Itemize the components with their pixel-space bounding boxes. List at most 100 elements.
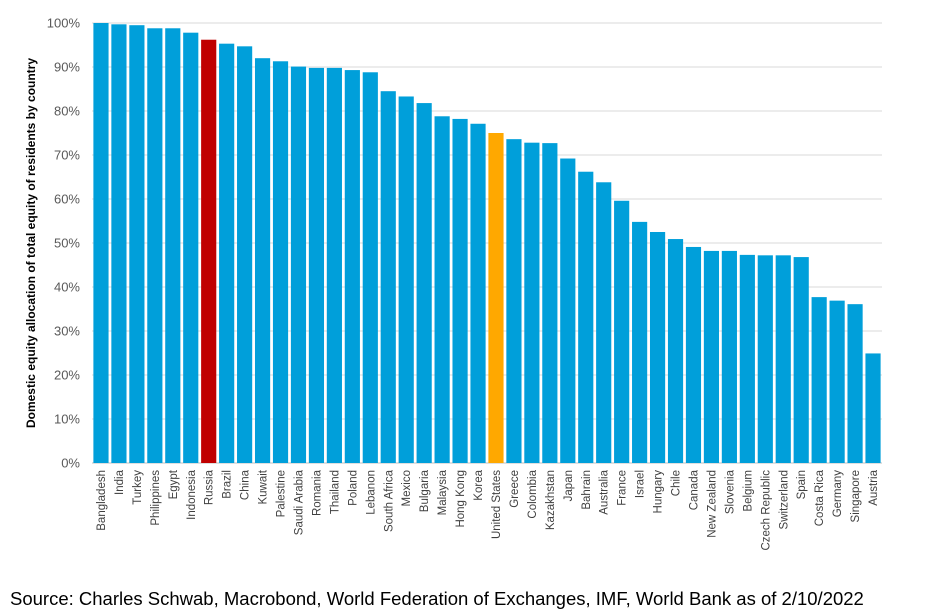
- x-tick-label: United States: [491, 470, 503, 539]
- bar-indonesia: [183, 32, 199, 464]
- y-tick-label: 90%: [54, 60, 80, 75]
- x-tick-label: Australia: [599, 469, 611, 514]
- x-tick-label: Thailand: [329, 470, 341, 514]
- y-tick-label: 0%: [61, 456, 80, 471]
- x-tick-label: Israel: [635, 470, 647, 498]
- x-tick-label: Slovenia: [724, 469, 736, 514]
- bar-poland: [344, 70, 360, 463]
- y-tick-label: 40%: [54, 280, 80, 295]
- bar-hungary: [649, 232, 666, 463]
- bar-singapore: [847, 304, 863, 463]
- bar-canada: [685, 246, 702, 463]
- bar-philippines: [147, 28, 163, 464]
- x-tick-label: Egypt: [168, 469, 180, 499]
- bars: [93, 23, 881, 464]
- bar-russia: [201, 39, 217, 463]
- bar-united-states: [488, 133, 504, 463]
- x-tick-label: Kazakhstan: [545, 470, 557, 530]
- x-tick-label: Malaysia: [437, 469, 449, 515]
- x-tick-label: Korea: [473, 469, 485, 500]
- x-tick-label: New Zealand: [706, 470, 718, 538]
- bar-mexico: [398, 96, 414, 463]
- y-tick-label: 30%: [54, 324, 80, 339]
- y-axis-ticks: 0% 10% 20% 30% 40% 50% 60% 70% 80% 90% 100%: [47, 16, 81, 471]
- bar-colombia: [524, 142, 540, 463]
- bar-australia: [596, 182, 612, 463]
- y-tick-label: 10%: [54, 412, 80, 427]
- bar-kuwait: [254, 58, 271, 463]
- x-tick-label: Mexico: [401, 470, 413, 506]
- bar-lebanon: [362, 72, 378, 463]
- x-tick-label: Bulgaria: [419, 469, 431, 512]
- y-tick-label: 50%: [54, 236, 80, 251]
- x-tick-label: Canada: [688, 469, 700, 510]
- bar-france: [614, 200, 630, 463]
- bar-japan: [560, 158, 576, 463]
- bar-austria: [865, 353, 881, 463]
- bar-czech-republic: [757, 255, 773, 463]
- bar-greece: [506, 139, 522, 463]
- x-tick-label: Brazil: [222, 470, 234, 499]
- x-tick-label: Costa Rica: [814, 469, 826, 526]
- x-tick-label: Singapore: [850, 470, 862, 522]
- bar-kazakhstan: [542, 143, 558, 463]
- bar-saudi-arabia: [290, 66, 307, 463]
- x-tick-label: Czech Republic: [760, 470, 772, 551]
- x-tick-label: Kuwait: [258, 469, 270, 504]
- bar-india: [111, 24, 127, 463]
- x-tick-label: France: [617, 470, 629, 506]
- bar-chart: 0% 10% 20% 30% 40% 50% 60% 70% 80% 90% 100% Bangla…: [24, 16, 882, 551]
- x-tick-label: Bangladesh: [96, 470, 108, 531]
- x-tick-label: Poland: [347, 470, 359, 506]
- x-tick-label: Bahrain: [581, 470, 593, 510]
- bar-turkey: [129, 25, 145, 463]
- bar-bangladesh: [93, 23, 109, 463]
- source-note: Source: Charles Schwab, Macrobond, World…: [10, 588, 864, 609]
- bar-belgium: [739, 254, 755, 463]
- x-tick-label: Hong Kong: [455, 470, 467, 528]
- x-tick-label: China: [240, 469, 252, 500]
- x-tick-label: Chile: [671, 470, 683, 496]
- bar-egypt: [165, 28, 181, 464]
- x-tick-label: Indonesia: [186, 469, 198, 519]
- x-tick-label: Hungary: [653, 470, 665, 514]
- y-tick-label: 70%: [54, 148, 80, 163]
- x-tick-label: Lebanon: [365, 470, 377, 515]
- bar-new-zealand: [703, 250, 720, 463]
- x-tick-label: Russia: [204, 469, 216, 505]
- x-tick-label: South Africa: [383, 469, 395, 532]
- x-tick-label: India: [114, 469, 126, 495]
- x-tick-label: Japan: [563, 470, 575, 501]
- bar-hong-kong: [452, 118, 468, 464]
- bar-spain: [793, 257, 809, 463]
- bar-slovenia: [721, 250, 737, 463]
- x-tick-label: Switzerland: [778, 470, 790, 529]
- y-tick-label: 20%: [54, 368, 80, 383]
- bar-switzerland: [775, 255, 791, 463]
- x-tick-label: Saudi Arabia: [293, 469, 305, 535]
- bar-israel: [632, 221, 648, 463]
- bar-malaysia: [434, 116, 450, 463]
- bar-thailand: [326, 67, 342, 463]
- bar-bahrain: [578, 171, 594, 463]
- x-tick-label: Greece: [509, 470, 521, 508]
- x-tick-label: Belgium: [742, 470, 754, 512]
- x-tick-label: Austria: [868, 469, 880, 505]
- bar-south-africa: [380, 91, 396, 463]
- y-axis-label: Domestic equity allocation of total equi…: [24, 58, 38, 428]
- y-tick-label: 100%: [47, 16, 81, 31]
- x-tick-label: Turkey: [132, 470, 144, 505]
- bar-romania: [308, 67, 325, 463]
- bar-costa-rica: [811, 297, 827, 463]
- bar-brazil: [219, 43, 235, 464]
- x-tick-label: Germany: [832, 470, 844, 518]
- bar-germany: [829, 300, 845, 463]
- bar-china: [237, 46, 253, 463]
- bar-korea: [470, 123, 486, 463]
- bar-palestine: [272, 61, 289, 463]
- bar-bulgaria: [416, 103, 432, 463]
- bar-chile: [667, 239, 684, 463]
- x-tick-label: Spain: [796, 470, 808, 499]
- x-tick-label: Palestine: [276, 470, 288, 517]
- y-tick-label: 80%: [54, 104, 80, 119]
